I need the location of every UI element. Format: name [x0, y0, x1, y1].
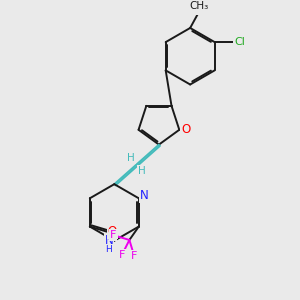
Text: H: H	[127, 153, 135, 163]
Text: H: H	[138, 166, 146, 176]
Text: CH₃: CH₃	[190, 1, 209, 11]
Text: F: F	[131, 251, 137, 261]
Text: N: N	[140, 189, 148, 203]
Text: O: O	[181, 123, 190, 136]
Text: Cl: Cl	[234, 37, 245, 47]
Text: F: F	[110, 230, 116, 240]
Text: N: N	[105, 234, 113, 247]
Text: O: O	[108, 225, 117, 238]
Text: F: F	[118, 250, 125, 260]
Text: H: H	[106, 244, 112, 253]
